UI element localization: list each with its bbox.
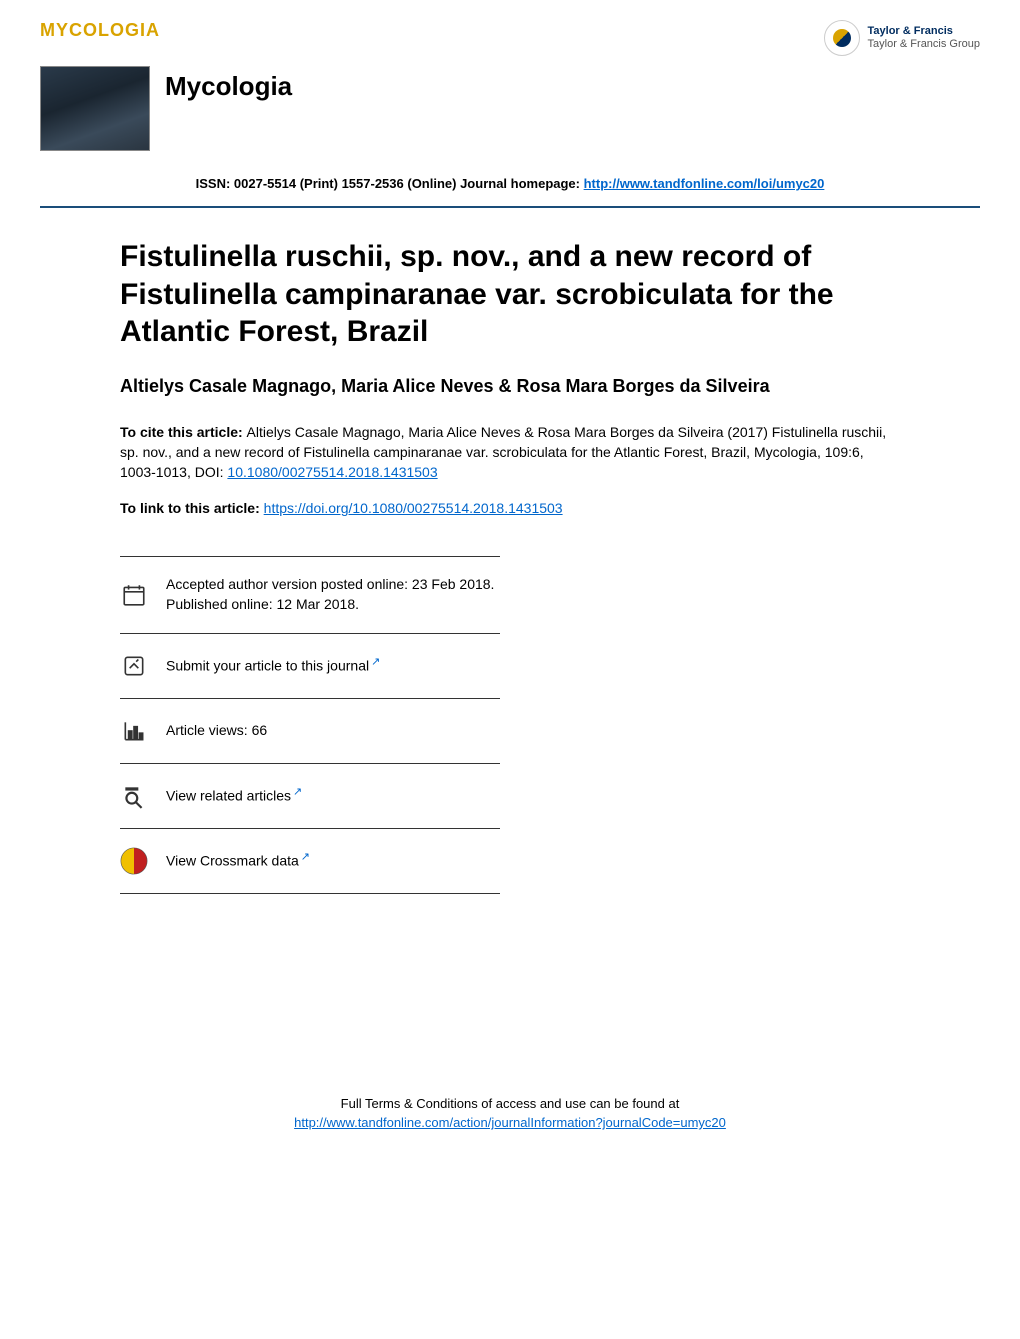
cite-label: To cite this article: (120, 424, 247, 440)
publisher-logo[interactable]: Taylor & Francis Taylor & Francis Group (824, 20, 980, 56)
footer: Full Terms & Conditions of access and us… (0, 914, 1020, 1163)
accepted-date: Accepted author version posted online: 2… (166, 575, 494, 595)
article-content: Fistulinella ruschii, sp. nov., and a ne… (0, 208, 1020, 914)
issn-prefix: ISSN: (196, 176, 234, 191)
submit-label: Submit your article to this journal (166, 658, 369, 674)
issn-print: 0027-5514 (234, 176, 296, 191)
publisher-sub: Taylor & Francis Group (868, 38, 980, 51)
info-views: Article views: 66 (120, 699, 500, 764)
chart-icon (120, 717, 148, 745)
info-related[interactable]: View related articles↗ (120, 764, 500, 829)
views-count: 66 (252, 722, 268, 738)
calendar-icon (120, 581, 148, 609)
crossmark-icon (120, 847, 148, 875)
published-date: Published online: 12 Mar 2018. (166, 595, 494, 615)
published-dates-text: Accepted author version posted online: 2… (166, 575, 494, 614)
info-published-dates: Accepted author version posted online: 2… (120, 556, 500, 633)
info-crossmark[interactable]: View Crossmark data↗ (120, 829, 500, 894)
issn-online: 1557-2536 (342, 176, 404, 191)
crossmark-label: View Crossmark data (166, 853, 299, 869)
related-icon (120, 782, 148, 810)
publisher-icon (824, 20, 860, 56)
journal-logo-text: MYCOLOGIA (40, 20, 160, 41)
article-doi-url[interactable]: https://doi.org/10.1080/00275514.2018.14… (264, 500, 563, 516)
footer-terms-link[interactable]: http://www.tandfonline.com/action/journa… (294, 1115, 726, 1130)
header-row: MYCOLOGIA Taylor & Francis Taylor & Fran… (0, 0, 1020, 66)
external-link-icon: ↗ (301, 851, 310, 863)
publisher-text: Taylor & Francis Taylor & Francis Group (868, 25, 980, 51)
views-label: Article views: (166, 722, 252, 738)
issn-mid2: (Online) Journal homepage: (404, 176, 584, 191)
related-text: View related articles↗ (166, 785, 302, 806)
submit-icon (120, 652, 148, 680)
info-submit[interactable]: Submit your article to this journal↗ (120, 634, 500, 699)
issn-row: ISSN: 0027-5514 (Print) 1557-2536 (Onlin… (0, 166, 1020, 206)
external-link-icon: ↗ (371, 656, 380, 668)
article-authors: Altielys Casale Magnago, Maria Alice Nev… (120, 376, 900, 397)
crossmark-text: View Crossmark data↗ (166, 850, 310, 871)
doi-link[interactable]: 10.1080/00275514.2018.1431503 (227, 464, 437, 480)
related-label: View related articles (166, 788, 291, 804)
journal-row: Mycologia (0, 66, 1020, 166)
link-label: To link to this article: (120, 500, 264, 516)
publisher-name: Taylor & Francis (868, 25, 980, 38)
info-list: Accepted author version posted online: 2… (120, 556, 500, 893)
external-link-icon: ↗ (293, 786, 302, 798)
journal-cover-thumbnail[interactable] (40, 66, 150, 151)
journal-title: Mycologia (165, 66, 292, 102)
journal-homepage-link[interactable]: http://www.tandfonline.com/loi/umyc20 (584, 176, 825, 191)
citation-block: To cite this article: Altielys Casale Ma… (120, 422, 900, 483)
link-to-block: To link to this article: https://doi.org… (120, 500, 900, 516)
article-title: Fistulinella ruschii, sp. nov., and a ne… (120, 238, 900, 351)
issn-mid: (Print) (296, 176, 342, 191)
submit-text: Submit your article to this journal↗ (166, 655, 380, 676)
footer-text: Full Terms & Conditions of access and us… (40, 1094, 980, 1114)
views-text: Article views: 66 (166, 721, 267, 741)
